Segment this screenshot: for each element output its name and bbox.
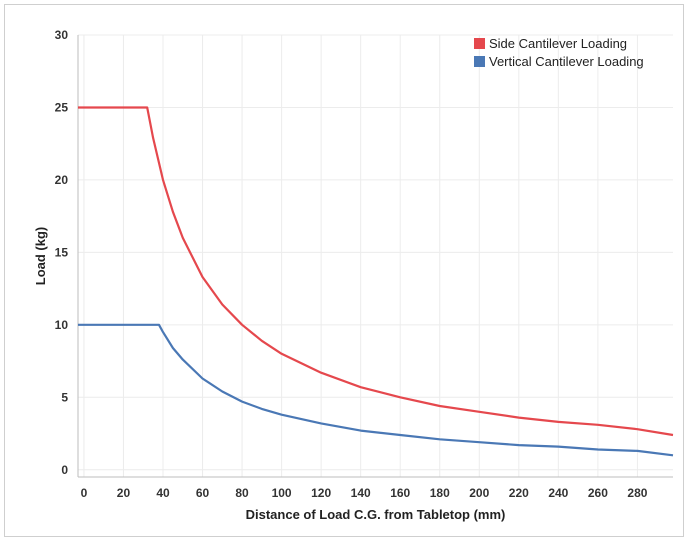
series-lines — [78, 106, 674, 457]
tick-labels: 0 20 40 60 80 100 120 140 160 180 200 220 240 260 280 0… — [55, 28, 648, 500]
x-tick-label: 0 — [81, 486, 88, 500]
legend: Side Cantilever Loading Vertical Cantile… — [474, 36, 644, 69]
x-tick-label: 120 — [311, 486, 331, 500]
y-tick-label: 25 — [55, 100, 69, 114]
x-tick-label: 200 — [469, 486, 489, 500]
y-tick-label: 20 — [55, 173, 69, 187]
legend-label-vertical: Vertical Cantilever Loading — [489, 54, 644, 69]
series-line-side — [78, 106, 674, 437]
x-tick-label: 140 — [351, 486, 371, 500]
axes — [77, 35, 673, 478]
series-line-vertical — [78, 323, 674, 457]
y-axis-title: Load (kg) — [33, 227, 48, 286]
x-tick-label: 220 — [509, 486, 529, 500]
x-tick-label: 40 — [156, 486, 170, 500]
y-tick-label: 15 — [55, 245, 69, 259]
x-axis-title: Distance of Load C.G. from Tabletop (mm) — [246, 507, 506, 522]
x-tick-label: 80 — [235, 486, 249, 500]
grid — [78, 34, 673, 477]
x-tick-label: 260 — [588, 486, 608, 500]
x-tick-label: 180 — [430, 486, 450, 500]
y-tick-label: 0 — [61, 463, 68, 477]
legend-swatch-vertical — [474, 56, 485, 67]
legend-swatch-side — [474, 38, 485, 49]
x-tick-label: 160 — [390, 486, 410, 500]
x-tick-label: 60 — [196, 486, 210, 500]
y-tick-label: 10 — [55, 318, 69, 332]
x-tick-label: 100 — [272, 486, 292, 500]
line-chart: 0 20 40 60 80 100 120 140 160 180 200 220 240 260 280 0… — [33, 28, 674, 522]
x-tick-label: 240 — [548, 486, 568, 500]
legend-label-side: Side Cantilever Loading — [489, 36, 627, 51]
x-tick-label: 20 — [117, 486, 131, 500]
chart-frame: 0 20 40 60 80 100 120 140 160 180 200 220 240 260 280 0… — [4, 4, 684, 537]
y-tick-label: 5 — [61, 390, 68, 404]
x-tick-label: 280 — [627, 486, 647, 500]
y-tick-label: 30 — [55, 28, 69, 42]
